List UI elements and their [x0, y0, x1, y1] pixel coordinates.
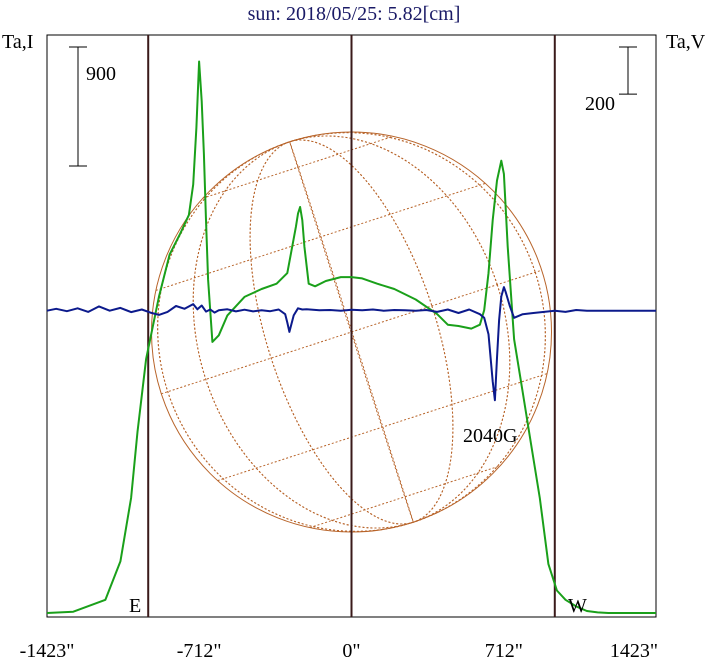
reference-lines [147, 35, 556, 617]
longitude-line [192, 135, 511, 529]
x-tick-label: -1423" [20, 640, 75, 662]
intensity-scale-bar [69, 46, 87, 167]
intensity-scale-label: 900 [86, 63, 116, 85]
polarization-scale-label: 200 [585, 93, 615, 115]
scale-bars: 900 200 [69, 46, 637, 167]
chart-title: sun: 2018/05/25: 5.82[cm] [248, 3, 461, 25]
x-tick-labels: -1423" -712" 0" 712" 1423" [20, 640, 659, 662]
x-tick-label: 1423" [610, 640, 658, 662]
x-tick-label: 712" [485, 640, 523, 662]
polarization-scale-bar [619, 46, 637, 95]
x-tick-label: 0" [342, 640, 360, 662]
x-tick-label: -712" [177, 640, 222, 662]
intensity-series [46, 60, 656, 614]
west-limb-label: W [568, 595, 587, 617]
circular-polarization-series [46, 286, 656, 402]
series-layer [46, 60, 656, 614]
field-strength-annotation: 2040G [463, 425, 517, 447]
right-axis-label: Ta,V [666, 31, 706, 53]
left-axis-label: Ta,I [2, 31, 33, 53]
east-limb-label: E [129, 595, 141, 617]
